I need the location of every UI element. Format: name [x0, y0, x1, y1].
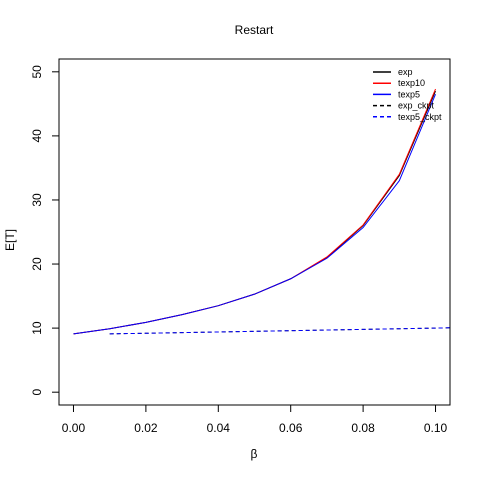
- y-tick-label: 50: [30, 65, 44, 79]
- series-line-texp5-ckpt: [109, 327, 451, 335]
- legend-label-texp10: texp10: [398, 78, 425, 88]
- y-tick-label: 30: [30, 193, 44, 207]
- y-tick-label: 40: [30, 129, 44, 143]
- plot-frame: [58, 58, 451, 406]
- legend-label-exp: exp: [398, 67, 413, 77]
- y-tick-label: 0: [30, 389, 44, 396]
- x-tick-label: 0.10: [424, 421, 448, 435]
- x-tick-label: 0.00: [62, 421, 86, 435]
- x-tick-label: 0.02: [134, 421, 158, 435]
- legend-label-texp5: texp5: [398, 89, 420, 99]
- x-axis-label: β: [251, 447, 258, 461]
- y-tick-label: 10: [30, 321, 44, 335]
- y-axis-label: E[T]: [3, 229, 17, 251]
- series-layer: [73, 88, 451, 335]
- legend-label-exp-ckpt: exp_ckpt: [398, 101, 435, 111]
- chart-title: Restart: [235, 23, 274, 37]
- y-tick-label: 20: [30, 257, 44, 271]
- legend-label-texp5-ckpt: texp5_ckpt: [398, 112, 442, 122]
- x-tick-label: 0.06: [279, 421, 303, 435]
- y-axis: 0 10 20 30 40 50: [30, 65, 59, 396]
- x-tick-label: 0.04: [207, 421, 231, 435]
- series-line-texp5: [73, 94, 436, 335]
- x-axis: 0.00 0.02 0.04 0.06 0.08 0.10: [62, 405, 448, 435]
- x-tick-label: 0.08: [351, 421, 375, 435]
